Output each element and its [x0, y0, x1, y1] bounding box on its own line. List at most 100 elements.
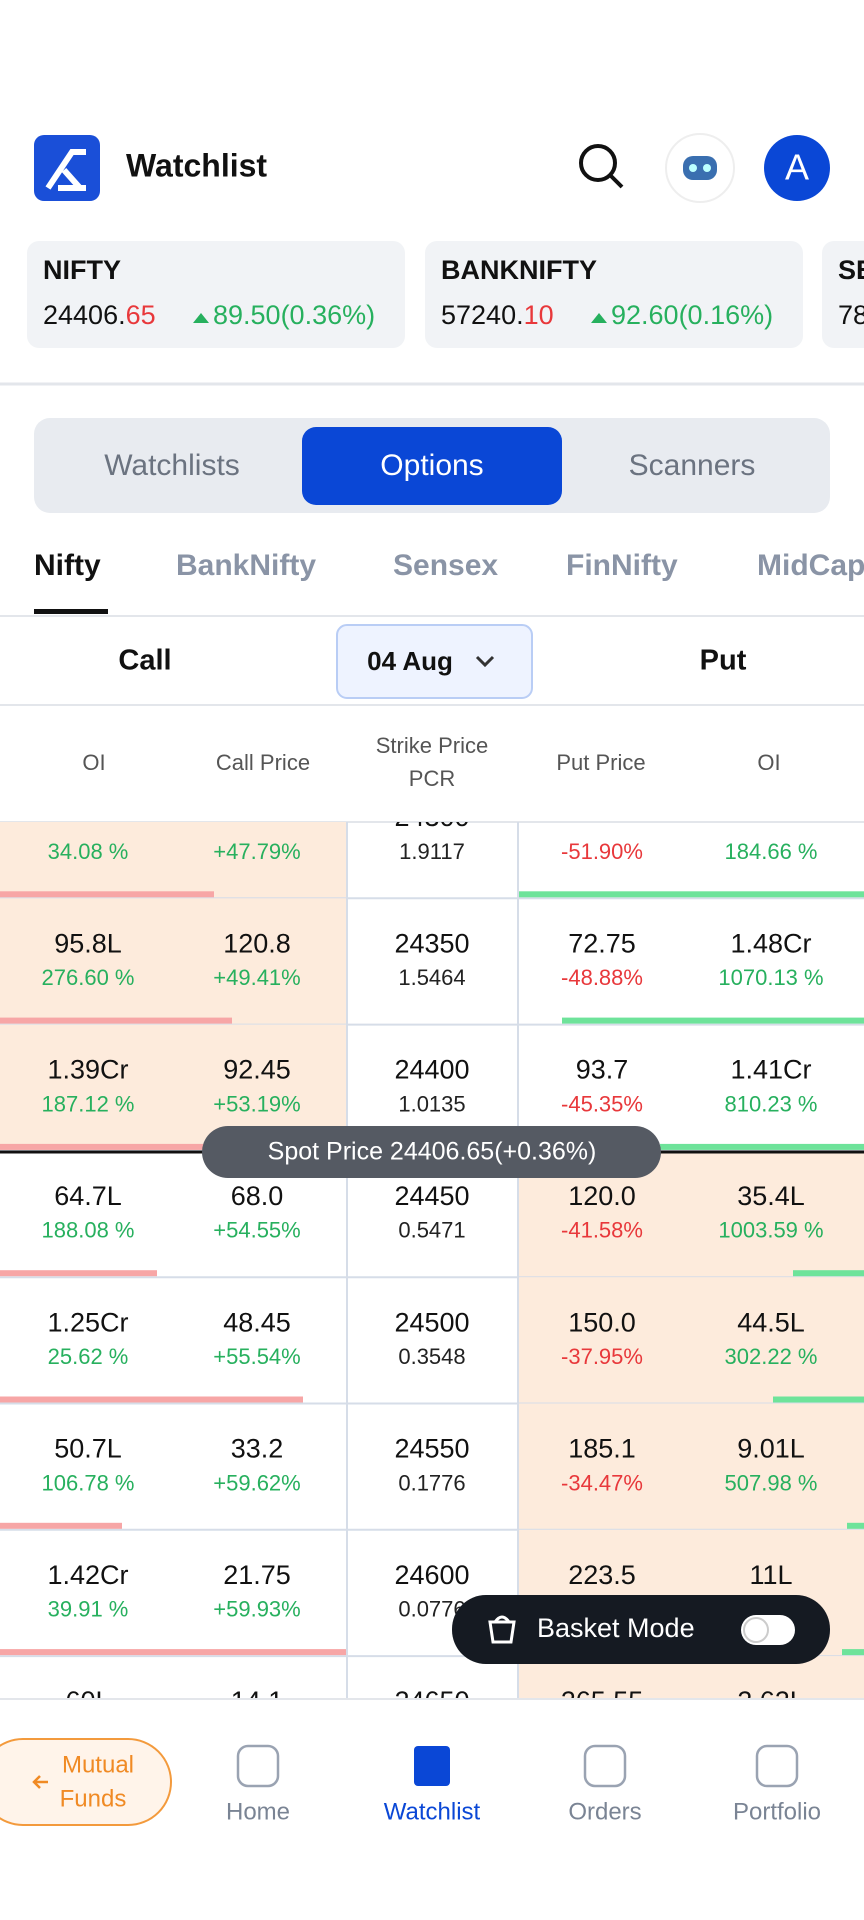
segment-tab[interactable]: Watchlists	[104, 449, 240, 482]
segment-tab[interactable]: Options	[380, 449, 483, 482]
strike: 24600	[394, 1560, 469, 1590]
col-header: Put Price	[556, 750, 645, 775]
index-tab[interactable]: BankNifty	[176, 549, 316, 582]
put-oi-bar	[773, 1396, 864, 1403]
spot-price: Spot Price 24406.65(+0.36%)	[268, 1138, 597, 1166]
put-price: 223.5	[568, 1560, 636, 1590]
up-arrow	[591, 313, 607, 323]
call-price: 48.45	[223, 1307, 291, 1337]
nav-label[interactable]: Orders	[568, 1798, 641, 1825]
search-icon[interactable]	[579, 144, 624, 189]
put-price: 72.75	[568, 928, 636, 958]
call-label: Call	[118, 645, 171, 677]
segment-tab[interactable]: Scanners	[629, 449, 756, 482]
nav-label[interactable]: Watchlist	[384, 1798, 481, 1825]
put-chg: -41.58%	[561, 1218, 643, 1243]
call-oi-chg: 34.08 %	[48, 839, 129, 864]
index-value-dec: 10	[524, 300, 554, 330]
put-oi-chg: 1003.59 %	[718, 1218, 823, 1243]
index-name: BANKNIFTY	[441, 255, 597, 285]
call-oi-bar	[0, 1522, 122, 1529]
strike: 24300	[394, 802, 469, 832]
header-title: Watchlist	[126, 147, 267, 183]
put-chg: -45.35%	[561, 1091, 643, 1116]
index-value: 24406.65	[43, 300, 156, 330]
mutual-funds: Mutual	[62, 1751, 134, 1778]
pcr: 0.3548	[398, 1344, 465, 1369]
call-oi: 1.25Cr	[47, 1307, 128, 1337]
index-change: 89.50(0.36%)	[213, 300, 375, 330]
index-value: 57240.10	[441, 300, 554, 330]
call-oi-chg: 106.78 %	[42, 1470, 135, 1495]
index-tab[interactable]: FinNifty	[566, 549, 678, 582]
strike: 24450	[394, 1181, 469, 1211]
strike: 24350	[394, 928, 469, 958]
put-oi: 44.5L	[737, 1307, 805, 1337]
avatar[interactable]	[764, 135, 830, 201]
put-price: 93.7	[576, 1055, 629, 1085]
nav-label[interactable]: Home	[226, 1798, 290, 1825]
index-value: 78	[838, 300, 864, 330]
index-tab[interactable]: MidCap	[757, 549, 864, 582]
put-chg: -37.95%	[561, 1344, 643, 1369]
col-header: PCR	[409, 766, 455, 791]
index-change: 92.60(0.16%)	[611, 300, 773, 330]
pcr: 0.1776	[398, 1470, 465, 1495]
index-card[interactable]	[822, 241, 864, 348]
pcr: 1.9117	[399, 839, 465, 864]
put-oi-chg: 302.22 %	[725, 1344, 818, 1369]
index-card[interactable]	[425, 241, 803, 348]
put-label: Put	[700, 645, 747, 677]
nav-label[interactable]: Portfolio	[733, 1798, 821, 1825]
put-oi-chg: 184.66 %	[725, 839, 818, 864]
pcr: 1.0135	[398, 1091, 465, 1116]
call-oi: 95.8L	[54, 928, 122, 958]
expiry: 04 Aug	[367, 646, 453, 676]
mutual-funds-button[interactable]	[0, 1738, 172, 1826]
call-oi-chg: 188.08 %	[42, 1218, 135, 1243]
call-oi-bar	[0, 1017, 232, 1024]
up-arrow	[193, 313, 209, 323]
index-tab[interactable]: Sensex	[393, 549, 498, 582]
nav-icon	[236, 1744, 280, 1788]
call-oi: 1.42Cr	[47, 1560, 128, 1590]
basket-icon	[488, 1615, 516, 1644]
basket-label: Basket Mode	[537, 1613, 695, 1643]
put-oi-bar	[847, 1522, 864, 1529]
call-chg: +47.79%	[213, 839, 300, 864]
put-oi: 9.01L	[737, 1434, 805, 1464]
put-price: 150.0	[568, 1307, 636, 1337]
call-price: 21.75	[223, 1560, 291, 1590]
bot-icon[interactable]	[665, 133, 735, 203]
itm-shade	[518, 1656, 864, 1699]
call-oi-bar	[0, 1143, 205, 1150]
basket-pill[interactable]	[452, 1595, 830, 1664]
col-header: Strike Price	[376, 733, 488, 758]
itm-shade	[518, 1277, 864, 1404]
pcr: 1.5464	[398, 965, 465, 990]
call-oi-bar	[0, 891, 214, 898]
call-price: 33.2	[231, 1434, 284, 1464]
call-chg: +49.41%	[213, 965, 300, 990]
index-card[interactable]	[27, 241, 405, 348]
chevron	[475, 655, 495, 668]
put-oi-bar	[562, 1017, 864, 1024]
itm-shade	[0, 822, 346, 899]
index-value-int: 57240.	[441, 300, 524, 330]
index-tab[interactable]: Nifty	[34, 549, 101, 582]
strike: 24650	[394, 1686, 469, 1716]
call-price: 120.8	[223, 928, 291, 958]
call-chg: +59.93%	[213, 1597, 300, 1622]
put-price: 265.55	[561, 1686, 644, 1716]
expiry-dropdown[interactable]	[336, 624, 533, 699]
index-value-int: 24406.	[43, 300, 126, 330]
put-oi-chg: 507.98 %	[725, 1470, 818, 1495]
put-chg: -34.47%	[561, 1470, 643, 1495]
index-name: NIFTY	[43, 255, 121, 285]
call-chg: +54.55%	[213, 1218, 300, 1243]
col-header: Call Price	[216, 750, 310, 775]
index-name: SE	[838, 255, 864, 285]
avatar-letter: A	[785, 147, 809, 188]
